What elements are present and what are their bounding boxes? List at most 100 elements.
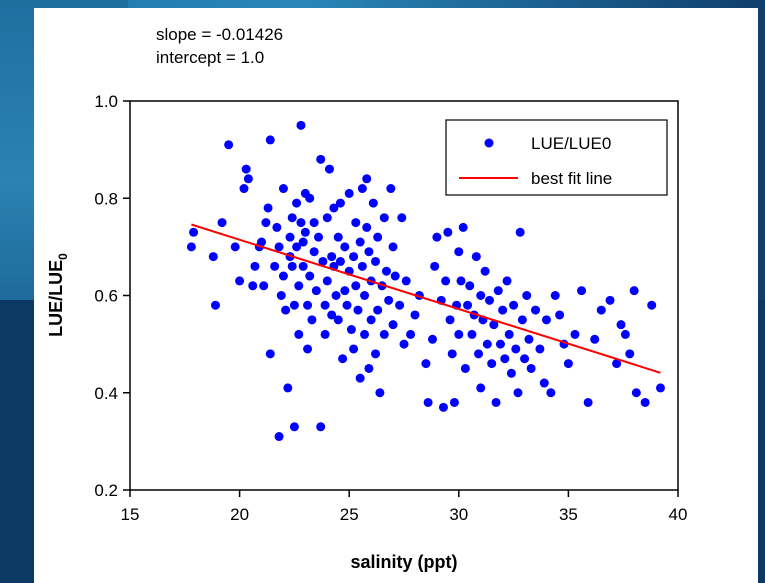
- data-point: [263, 203, 273, 213]
- data-point: [272, 222, 282, 232]
- data-point: [373, 232, 383, 242]
- data-point: [583, 397, 593, 407]
- data-point: [342, 300, 352, 310]
- data-point: [423, 397, 433, 407]
- data-point: [498, 305, 508, 315]
- data-point: [278, 184, 288, 194]
- data-point: [443, 227, 453, 237]
- data-point: [230, 242, 240, 252]
- data-point: [368, 198, 378, 208]
- data-point: [349, 252, 359, 262]
- data-point: [375, 388, 385, 398]
- data-point: [340, 242, 350, 252]
- data-point: [631, 388, 641, 398]
- best-fit-line-group: [191, 223, 661, 374]
- data-point: [210, 300, 220, 310]
- data-point: [250, 261, 260, 271]
- data-point: [539, 378, 549, 388]
- x-tick-label: 40: [669, 505, 688, 524]
- data-point: [647, 300, 657, 310]
- data-point: [506, 368, 516, 378]
- data-point: [493, 286, 503, 296]
- data-point: [487, 359, 497, 369]
- data-point: [441, 276, 451, 286]
- data-point: [515, 227, 525, 237]
- data-point: [296, 120, 306, 130]
- data-point: [570, 329, 580, 339]
- data-point: [406, 329, 416, 339]
- data-point: [395, 300, 405, 310]
- data-point: [274, 432, 284, 442]
- data-point: [329, 203, 339, 213]
- data-point: [465, 281, 475, 291]
- data-point: [327, 252, 337, 262]
- data-point: [502, 276, 512, 286]
- data-point: [612, 359, 622, 369]
- x-tick-label: 30: [449, 505, 468, 524]
- scatter-chart: slope = -0.01426 intercept = 1.0 0.20.40…: [46, 25, 688, 572]
- data-point: [449, 397, 459, 407]
- data-point: [563, 359, 573, 369]
- data-point: [324, 164, 334, 174]
- data-point: [353, 305, 363, 315]
- best-fit-line: [191, 223, 661, 374]
- data-point: [577, 286, 587, 296]
- data-point: [346, 325, 356, 335]
- data-point: [265, 135, 275, 145]
- data-point: [208, 252, 218, 262]
- data-point: [504, 329, 514, 339]
- legend-box: [445, 119, 668, 196]
- data-point: [421, 359, 431, 369]
- data-point: [274, 242, 284, 252]
- data-point: [520, 354, 530, 364]
- intercept-annotation: intercept = 1.0: [156, 48, 264, 67]
- data-point: [482, 339, 492, 349]
- data-point: [655, 383, 665, 393]
- data-point: [235, 276, 245, 286]
- data-point: [495, 339, 505, 349]
- data-point: [362, 174, 372, 184]
- data-point: [357, 184, 367, 194]
- data-point: [384, 295, 394, 305]
- data-point: [427, 334, 437, 344]
- data-point: [489, 320, 499, 330]
- data-point: [285, 232, 295, 242]
- data-point: [344, 188, 354, 198]
- data-point: [305, 271, 315, 281]
- data-point: [186, 242, 196, 252]
- data-point: [513, 388, 523, 398]
- data-point: [248, 281, 258, 291]
- data-point: [316, 154, 326, 164]
- data-point: [289, 422, 299, 432]
- data-point: [386, 184, 396, 194]
- data-point: [484, 295, 494, 305]
- data-point: [261, 218, 271, 228]
- data-point: [303, 344, 313, 354]
- x-axis-label: salinity (ppt): [351, 552, 458, 572]
- data-point: [355, 237, 365, 247]
- data-point: [364, 363, 374, 373]
- data-point: [373, 305, 383, 315]
- data-point: [307, 315, 317, 325]
- data-point: [447, 349, 457, 359]
- data-point: [314, 232, 324, 242]
- y-tick-label: 0.2: [94, 481, 118, 500]
- data-point: [320, 300, 330, 310]
- data-point: [340, 286, 350, 296]
- data-point: [480, 266, 490, 276]
- data-point: [320, 329, 330, 339]
- data-point: [305, 193, 315, 203]
- data-point: [379, 329, 389, 339]
- data-point: [511, 344, 521, 354]
- data-point: [333, 315, 343, 325]
- data-point: [296, 218, 306, 228]
- data-point: [616, 320, 626, 330]
- data-point: [432, 232, 442, 242]
- data-point: [338, 354, 348, 364]
- data-point: [463, 300, 473, 310]
- data-point: [640, 397, 650, 407]
- data-point: [522, 291, 532, 300]
- data-point: [410, 310, 420, 320]
- data-point: [531, 305, 541, 315]
- data-point: [605, 295, 615, 305]
